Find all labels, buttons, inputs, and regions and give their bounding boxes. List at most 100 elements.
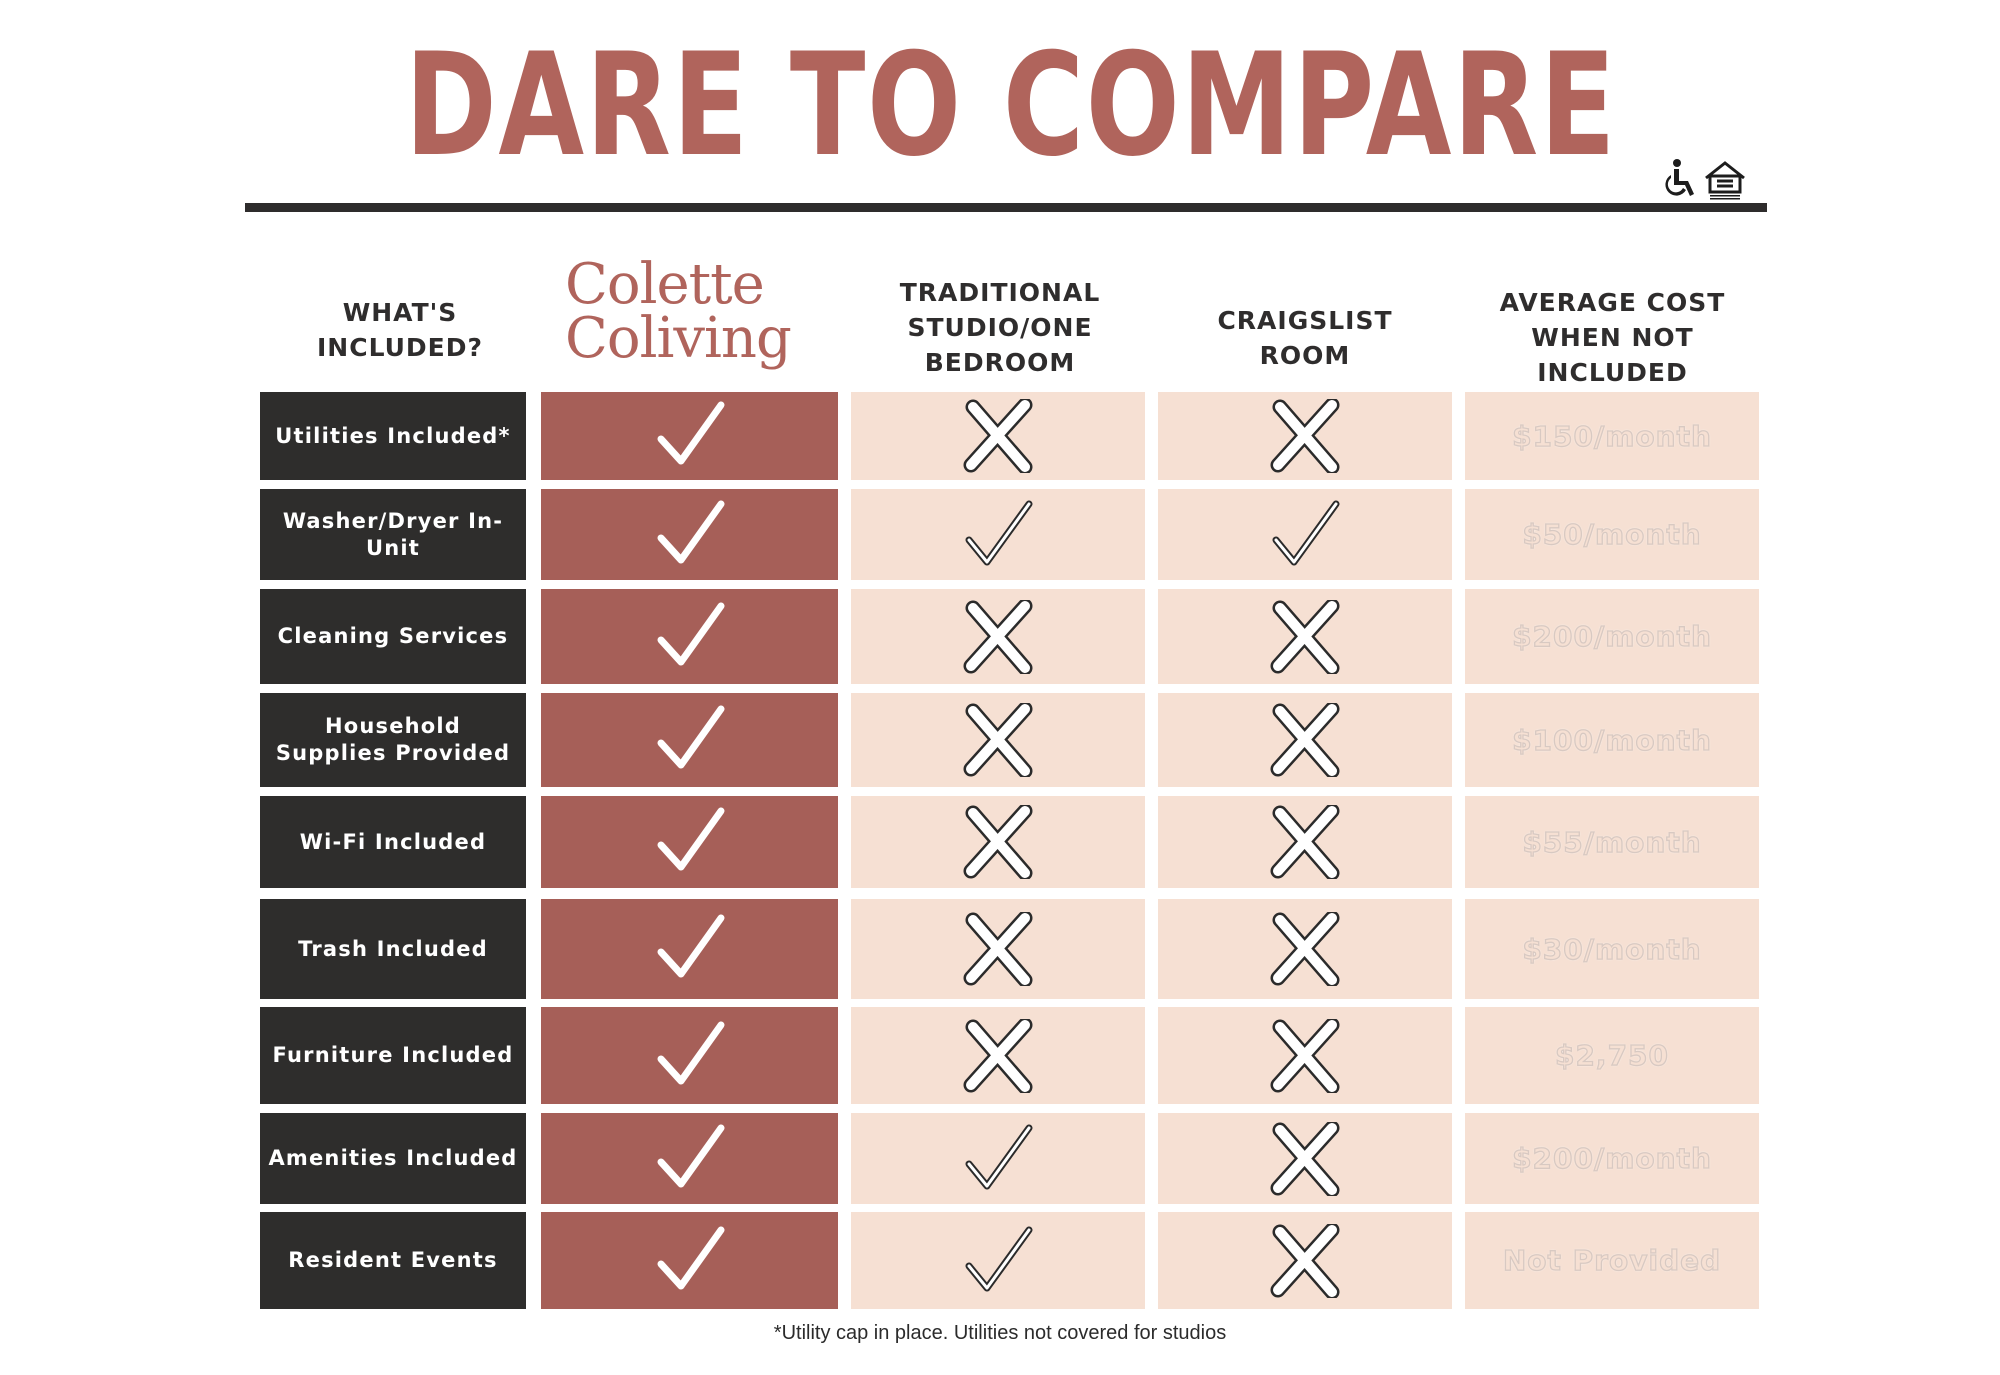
cross-icon — [963, 599, 1033, 674]
table-row: Wi-Fi Included $55/month — [0, 796, 2000, 888]
craigslist-cell — [1158, 899, 1452, 999]
colette-cell — [541, 589, 838, 684]
cost-cell: $100/month — [1465, 693, 1759, 787]
cross-icon — [963, 912, 1033, 986]
checkmark-icon — [657, 1021, 724, 1084]
cost-value: $2,750 — [1554, 1038, 1670, 1072]
cost-cell: $2,750 — [1465, 1007, 1759, 1104]
checkmark-icon — [657, 1124, 724, 1187]
colette-cell — [541, 392, 838, 480]
traditional-cell — [851, 796, 1145, 888]
craigslist-cell — [1158, 1113, 1452, 1204]
cross-icon — [963, 703, 1033, 777]
traditional-cell — [851, 1113, 1145, 1204]
traditional-cell — [851, 1212, 1145, 1309]
brand-line-2: Coliving — [565, 306, 792, 371]
page-title: DARE TO COMPARE — [404, 23, 1618, 188]
header-craigslist-text: CRAIGSLIST ROOM — [1217, 305, 1393, 370]
cost-cell: $50/month — [1465, 489, 1759, 580]
table-row: Amenities Included $200/month — [0, 1113, 2000, 1204]
table-row: Trash Included $30/month — [0, 899, 2000, 999]
equal-housing-caption — [1710, 195, 1740, 200]
table-row: Resident Events Not Provided — [0, 1212, 2000, 1309]
cross-icon — [1270, 599, 1340, 674]
colette-cell — [541, 899, 838, 999]
checkmark-icon — [657, 602, 724, 665]
cross-icon — [1270, 703, 1340, 777]
feature-label: Cleaning Services — [260, 589, 526, 684]
craigslist-cell — [1158, 489, 1452, 580]
checkmark-icon — [657, 401, 724, 465]
cost-value: $200/month — [1511, 1141, 1712, 1175]
craigslist-cell — [1158, 796, 1452, 888]
cross-icon — [1270, 912, 1340, 986]
colette-cell — [541, 796, 838, 888]
feature-label: Washer/Dryer In-Unit — [260, 489, 526, 580]
colette-cell — [541, 1007, 838, 1104]
header-craigslist: CRAIGSLIST ROOM — [1210, 300, 1400, 375]
cost-cell: Not Provided — [1465, 1212, 1759, 1309]
footnote: *Utility cap in place. Utilities not cov… — [773, 1322, 1227, 1344]
craigslist-cell — [1158, 693, 1452, 787]
checkmark-icon — [657, 500, 724, 563]
cost-cell: $200/month — [1465, 1113, 1759, 1204]
cross-icon — [1270, 805, 1340, 879]
traditional-cell — [851, 693, 1145, 787]
cross-icon — [1270, 1018, 1340, 1093]
cost-value: $200/month — [1511, 619, 1712, 653]
feature-label: Resident Events — [260, 1212, 526, 1309]
checkmark-icon — [657, 807, 724, 871]
equal-housing-icon — [1705, 161, 1745, 194]
table-row: Household Supplies Provided $100/month — [0, 693, 2000, 787]
checkmark-icon — [1272, 500, 1340, 565]
checkmark-icon — [965, 1124, 1033, 1189]
cost-value: $50/month — [1522, 517, 1702, 551]
cross-icon — [963, 1018, 1033, 1093]
compliance-icons — [1665, 159, 1745, 200]
craigslist-cell — [1158, 589, 1452, 684]
accessibility-icon — [1665, 159, 1694, 196]
header-average-cost: AVERAGE COST WHEN NOT INCLUDED — [1460, 288, 1765, 387]
cost-value: $55/month — [1522, 825, 1702, 859]
cost-value: $150/month — [1511, 419, 1712, 453]
feature-label: Wi-Fi Included — [260, 796, 526, 888]
checkmark-icon — [657, 914, 724, 978]
cross-icon — [1270, 1121, 1340, 1196]
checkmark-icon — [657, 705, 724, 769]
cost-cell: $30/month — [1465, 899, 1759, 999]
feature-label: Household Supplies Provided — [260, 693, 526, 787]
cross-icon — [963, 399, 1033, 473]
cost-cell: $200/month — [1465, 589, 1759, 684]
craigslist-cell — [1158, 1007, 1452, 1104]
table-row: Cleaning Services $200/month — [0, 589, 2000, 684]
cost-value: $100/month — [1511, 723, 1712, 757]
title-divider — [245, 203, 1767, 212]
feature-label: Amenities Included — [260, 1113, 526, 1204]
feature-label: Trash Included — [260, 899, 526, 999]
cost-cell: $150/month — [1465, 392, 1759, 480]
colette-cell — [541, 1212, 838, 1309]
table-row: Furniture Included $2,750 — [0, 1007, 2000, 1104]
craigslist-cell — [1158, 1212, 1452, 1309]
colette-cell — [541, 1113, 838, 1204]
colette-cell — [541, 693, 838, 787]
checkmark-icon — [965, 1226, 1033, 1291]
colette-coliving-logo: Colette Coliving — [565, 257, 825, 371]
table-row: Utilities Included* $150/month — [0, 392, 2000, 480]
colette-cell — [541, 489, 838, 580]
cost-value: Not Provided — [1502, 1243, 1722, 1277]
cross-icon — [963, 805, 1033, 879]
feature-label: Furniture Included — [260, 1007, 526, 1104]
header-traditional-text: TRADITIONAL STUDIO/ONE BEDROOM — [899, 277, 1101, 377]
table-row: Washer/Dryer In-Unit $50/month — [0, 489, 2000, 580]
traditional-cell — [851, 489, 1145, 580]
header-traditional: TRADITIONAL STUDIO/ONE BEDROOM — [885, 272, 1115, 382]
cross-icon — [1270, 1223, 1340, 1298]
header-whats-included: WHAT'S INCLUDED? — [300, 290, 500, 370]
craigslist-cell — [1158, 392, 1452, 480]
checkmark-icon — [965, 500, 1033, 565]
traditional-cell — [851, 1007, 1145, 1104]
cost-value: $30/month — [1522, 932, 1702, 966]
feature-label: Utilities Included* — [260, 392, 526, 480]
header-whats-included-text: WHAT'S INCLUDED? — [317, 298, 483, 362]
